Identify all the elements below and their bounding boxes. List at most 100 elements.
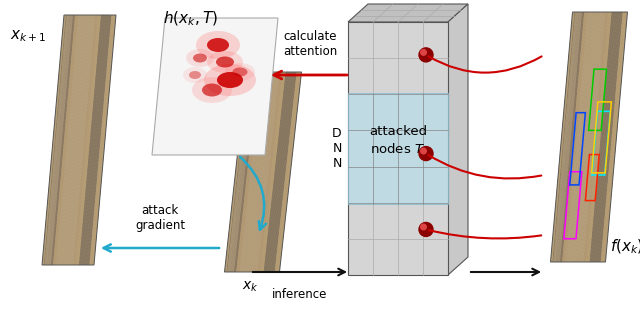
Polygon shape [46,15,68,265]
Polygon shape [593,12,615,262]
Polygon shape [559,12,582,262]
Polygon shape [597,12,620,262]
Polygon shape [579,12,602,262]
Polygon shape [591,12,614,262]
Polygon shape [243,72,266,272]
Polygon shape [581,12,604,262]
Polygon shape [596,12,620,262]
Polygon shape [236,72,258,272]
Polygon shape [57,15,79,265]
Polygon shape [240,72,263,272]
Polygon shape [583,12,605,262]
Polygon shape [87,15,109,265]
Polygon shape [55,15,77,265]
Polygon shape [91,15,113,265]
Polygon shape [228,72,252,272]
Polygon shape [49,15,72,265]
Polygon shape [552,12,575,262]
Polygon shape [238,72,261,272]
Polygon shape [348,93,448,204]
Polygon shape [244,72,267,272]
Ellipse shape [216,56,234,67]
Polygon shape [257,72,280,272]
Polygon shape [266,72,289,272]
Polygon shape [59,15,81,265]
Polygon shape [575,12,598,262]
Text: D
N
N: D N N [332,127,342,170]
Polygon shape [263,72,285,272]
Text: attack
gradient: attack gradient [135,204,185,232]
Polygon shape [279,72,301,272]
Polygon shape [89,15,111,265]
Polygon shape [587,12,610,262]
Polygon shape [563,12,586,262]
Polygon shape [245,72,268,272]
Polygon shape [242,72,264,272]
Polygon shape [246,72,269,272]
Polygon shape [566,12,588,262]
Polygon shape [277,72,300,272]
Polygon shape [276,72,299,272]
Polygon shape [60,15,83,265]
Polygon shape [556,12,578,262]
Ellipse shape [189,71,201,79]
Polygon shape [261,72,284,272]
Polygon shape [264,72,287,272]
FancyArrowPatch shape [428,155,541,179]
Polygon shape [74,15,97,265]
Polygon shape [271,72,294,272]
Text: $x_{k+1}$: $x_{k+1}$ [10,28,47,44]
Polygon shape [269,72,291,272]
Polygon shape [64,15,87,265]
Polygon shape [348,22,448,275]
Polygon shape [80,15,102,265]
Ellipse shape [186,49,214,67]
Polygon shape [250,72,273,272]
Polygon shape [272,72,294,272]
Polygon shape [265,72,288,272]
Polygon shape [58,15,81,265]
Polygon shape [49,15,71,265]
Polygon shape [76,15,99,265]
Polygon shape [564,12,586,262]
Ellipse shape [225,63,255,81]
Text: $x_k$: $x_k$ [242,280,259,295]
Polygon shape [599,12,622,262]
Polygon shape [235,72,257,272]
Polygon shape [260,72,282,272]
Polygon shape [84,15,106,265]
Ellipse shape [207,51,243,73]
Text: calculate
attention: calculate attention [283,30,337,58]
Polygon shape [590,12,613,262]
Polygon shape [237,72,260,272]
Polygon shape [228,72,251,272]
Polygon shape [86,15,108,265]
Polygon shape [575,12,597,262]
Polygon shape [248,72,271,272]
Polygon shape [598,12,621,262]
Polygon shape [556,12,579,262]
Polygon shape [577,12,599,262]
Polygon shape [566,12,589,262]
Polygon shape [236,72,259,272]
Polygon shape [568,12,590,262]
Polygon shape [86,15,109,265]
Polygon shape [266,72,289,272]
Polygon shape [239,72,262,272]
Polygon shape [564,12,587,262]
Polygon shape [230,72,253,272]
Ellipse shape [193,54,207,62]
Polygon shape [252,72,275,272]
FancyArrowPatch shape [428,56,541,73]
Polygon shape [72,15,95,265]
Polygon shape [92,15,115,265]
Polygon shape [83,15,106,265]
Polygon shape [561,12,584,262]
Text: $h(x_k, T)$: $h(x_k, T)$ [163,10,218,28]
Polygon shape [600,12,623,262]
Polygon shape [595,12,618,262]
Polygon shape [254,72,276,272]
Ellipse shape [232,67,248,77]
Polygon shape [45,15,67,265]
Polygon shape [570,12,593,262]
